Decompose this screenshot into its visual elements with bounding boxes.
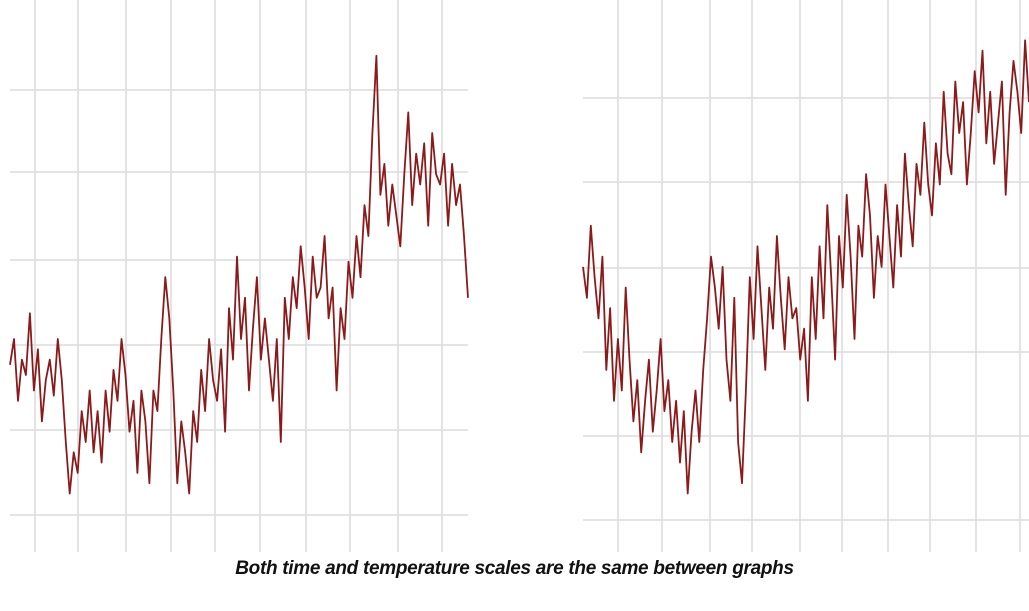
left-temperature-graph <box>9 0 469 552</box>
figure-caption: Both time and temperature scales are the… <box>235 558 794 579</box>
temperature-series-line <box>582 39 1029 495</box>
temperature-series-line <box>9 54 469 495</box>
right-temperature-graph <box>582 0 1029 552</box>
